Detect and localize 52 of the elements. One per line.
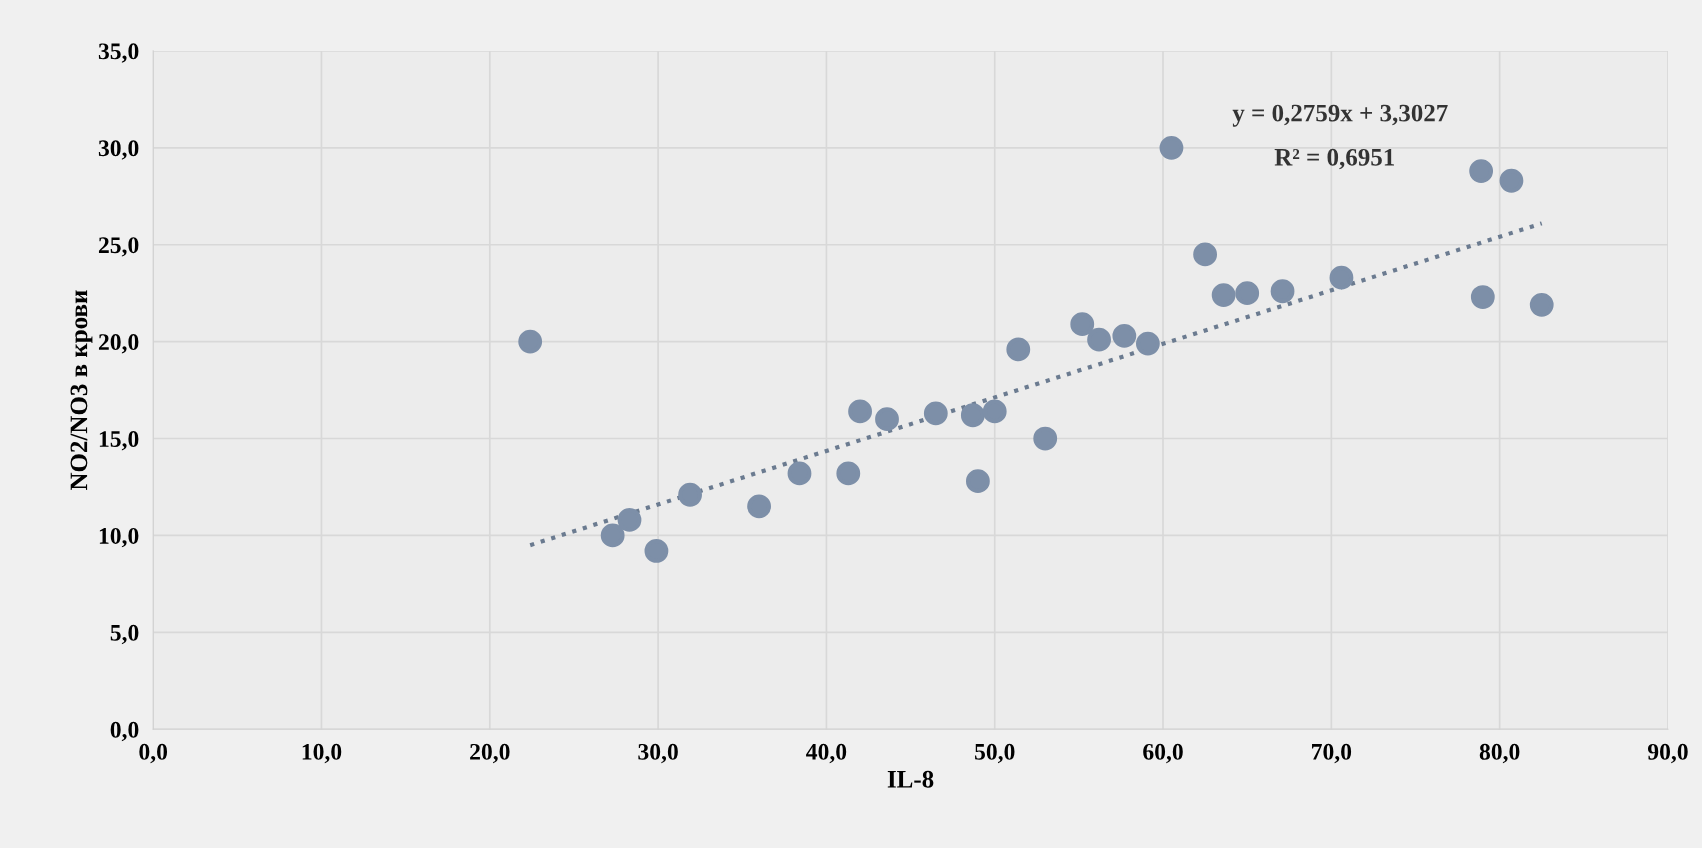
- point: [787, 461, 812, 486]
- point: [875, 407, 899, 432]
- annotation: R² = 0,6951: [1274, 148, 1394, 170]
- y-tick-label: 30,0: [98, 140, 139, 160]
- x-tick-label: 20,0: [470, 743, 510, 764]
- y-tick-label: 20,0: [98, 334, 139, 354]
- y-tick-label: 25,0: [98, 237, 139, 257]
- x-tick-label: 50,0: [975, 743, 1015, 764]
- x-tick-label: 40,0: [806, 743, 847, 764]
- point: [747, 494, 771, 519]
- point: [678, 482, 702, 507]
- point: [600, 523, 625, 548]
- y-tick-label: 15,0: [99, 431, 139, 451]
- x-tick-label: 80,0: [1479, 743, 1520, 764]
- point: [1499, 168, 1524, 193]
- point: [1193, 242, 1218, 267]
- y-tick-label: 35,0: [98, 43, 139, 63]
- point: [1033, 426, 1058, 451]
- point: [1112, 323, 1137, 348]
- point: [960, 403, 985, 428]
- point: [1270, 279, 1295, 304]
- point: [1529, 292, 1554, 317]
- point: [1469, 159, 1494, 183]
- y-tick-label: 10,0: [99, 527, 139, 548]
- x-tick-label: 90,0: [1647, 743, 1688, 764]
- point: [1135, 331, 1160, 356]
- point: [848, 399, 872, 424]
- point: [1235, 281, 1260, 306]
- x-tick-label: 30,0: [638, 743, 678, 764]
- point: [923, 401, 948, 426]
- point: [836, 461, 861, 486]
- point: [965, 469, 990, 494]
- point: [1211, 283, 1236, 308]
- point: [644, 539, 669, 563]
- x-tick-label: 70,0: [1312, 743, 1352, 764]
- point: [1159, 135, 1184, 160]
- x-tick-label: 60,0: [1143, 743, 1183, 764]
- y-tick-label: 0,0: [110, 721, 139, 742]
- y-tick-label: 5,0: [110, 624, 139, 645]
- x-tick-label: 10,0: [302, 743, 342, 764]
- x-tick-label: 0,0: [139, 743, 168, 764]
- point: [617, 508, 642, 532]
- point: [1329, 265, 1354, 290]
- annotation: y = 0,2759x + 3,3027: [1232, 104, 1448, 127]
- point: [1006, 337, 1031, 362]
- y-axis-title: NO2/NO3 в крови: [70, 290, 93, 491]
- point: [1470, 285, 1495, 309]
- point: [982, 399, 1007, 424]
- point: [1070, 312, 1095, 337]
- point: [518, 329, 543, 354]
- point: [1087, 327, 1111, 352]
- x-axis-title: IL-8: [887, 770, 934, 788]
